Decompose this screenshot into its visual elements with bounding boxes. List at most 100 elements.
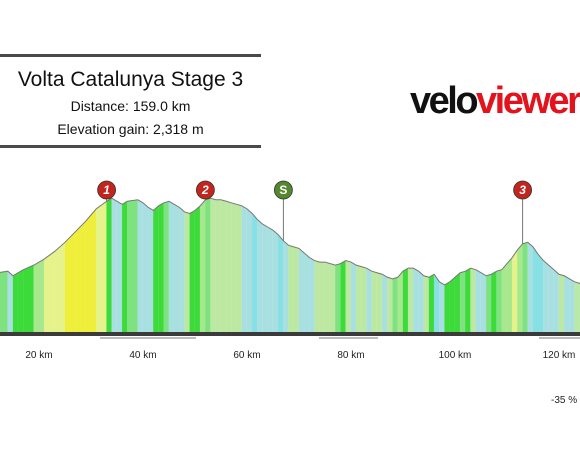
gradient-segment: [345, 260, 352, 333]
gradient-segment: [64, 231, 76, 333]
gradient-segment: [413, 267, 419, 333]
gradient-segment: [548, 264, 554, 333]
gradient-segment: [85, 208, 97, 333]
gradient-segment: [309, 257, 315, 333]
veloviewer-logo: veloviewer: [410, 80, 580, 122]
gradient-segment: [215, 199, 222, 333]
gradient-segment: [231, 202, 237, 333]
gradient-segment: [194, 205, 201, 333]
profile-outline: [0, 197, 580, 286]
gradient-segment: [366, 267, 372, 333]
gradient-segment: [340, 260, 346, 333]
gradient-segment: [574, 281, 580, 333]
gradient-segment: [335, 263, 341, 333]
marker-label: S: [279, 183, 287, 197]
x-tick-label: 100 km: [439, 350, 472, 361]
gradient-segment: [382, 273, 388, 333]
gradient-segment: [7, 270, 14, 333]
gradient-segment: [33, 258, 45, 333]
gradient-segment: [241, 205, 248, 333]
gradient-segment: [251, 212, 258, 333]
gradient-segment: [163, 201, 170, 333]
gradient-segment: [147, 207, 154, 333]
gradient-segment: [350, 261, 357, 333]
route-markers: 1 2 S 3: [97, 180, 532, 244]
gradient-segment: [418, 270, 424, 333]
gradient-segment: [12, 272, 19, 333]
gradient-segment: [486, 273, 492, 333]
gradient-segment: [189, 210, 196, 333]
gradient-segment: [444, 281, 450, 333]
gradient-segment: [142, 202, 149, 333]
marker-label: 1: [103, 183, 110, 197]
gradient-segment: [246, 208, 253, 333]
gradient-segment: [262, 223, 268, 333]
gradient-segment: [465, 267, 471, 333]
gradient-segment: [543, 260, 549, 333]
gradient-segment: [376, 272, 383, 333]
gradient-segment: [506, 256, 513, 333]
climb-marker: [97, 180, 116, 200]
gradient-segment: [75, 220, 87, 333]
elevation-profile-chart: 20 km 40 km 60 km 80 km 100 km 120 km 1 2 S 3 -3…: [0, 180, 580, 406]
gradient-segment: [210, 197, 217, 333]
gradient-segment: [361, 266, 367, 333]
gradient-segment: [434, 273, 440, 333]
gradient-segment: [293, 246, 300, 333]
stage-title: Volta Catalunya Stage 3: [17, 68, 244, 91]
gradient-segments: [0, 197, 580, 333]
stage-info-box: Volta Catalunya Stage 3 Distance: 159.0 …: [0, 54, 261, 148]
gradient-segment: [184, 211, 191, 333]
gradient-segment: [449, 276, 456, 333]
gradient-segment: [439, 281, 445, 333]
gradient-segment: [387, 277, 393, 333]
gradient-segment: [267, 226, 274, 333]
gradient-segment: [553, 269, 560, 333]
gradient-segment: [116, 200, 123, 333]
gradient-segment: [564, 275, 570, 333]
gradient-segment: [501, 263, 508, 333]
gradient-segment: [111, 197, 118, 333]
gradient-segment: [173, 203, 180, 333]
gradient-segment: [121, 200, 128, 333]
gradient-segment: [158, 202, 165, 333]
gradient-segment: [0, 270, 9, 333]
gradient-segment: [153, 205, 159, 333]
gradient-legend-label: -35 %: [551, 395, 577, 406]
gradient-segment: [179, 206, 185, 333]
gradient-segment: [402, 267, 409, 333]
gradient-segment: [319, 261, 326, 333]
gradient-segment: [283, 240, 289, 333]
gradient-segment: [199, 199, 206, 333]
gradient-segment: [95, 200, 107, 333]
x-tick-label: 80 km: [337, 350, 364, 361]
gradient-segment: [44, 251, 55, 333]
x-axis-ticks: 20 km 40 km 60 km 80 km 100 km 120 km: [25, 350, 575, 361]
x-tick-label: 120 km: [543, 350, 576, 361]
gradient-segment: [423, 275, 430, 333]
gradient-segment: [470, 267, 476, 333]
gradient-segment: [225, 201, 232, 333]
gradient-segment: [288, 245, 294, 333]
gradient-segment: [408, 267, 414, 333]
gradient-segment: [454, 272, 461, 333]
gradient-segment: [475, 269, 482, 333]
gradient-segment: [392, 277, 398, 333]
gradient-segment: [106, 197, 113, 333]
gradient-segment: [428, 273, 435, 333]
profile-baseline: [0, 332, 580, 336]
gradient-segment: [314, 260, 320, 333]
x-tick-label: 20 km: [25, 350, 52, 361]
gradient-segment: [480, 272, 487, 333]
x-tick-label: 40 km: [129, 350, 156, 361]
gradient-segment: [257, 219, 263, 333]
gradient-segment: [527, 241, 534, 333]
gradient-segment: [371, 270, 378, 333]
gradient-segment: [558, 273, 565, 333]
gradient-segment: [569, 278, 575, 333]
gradient-segment: [460, 270, 466, 333]
gradient-segment: [538, 253, 544, 333]
marker-label: 3: [519, 183, 526, 197]
gradient-segment: [236, 204, 243, 333]
sprint-marker: [273, 180, 293, 200]
